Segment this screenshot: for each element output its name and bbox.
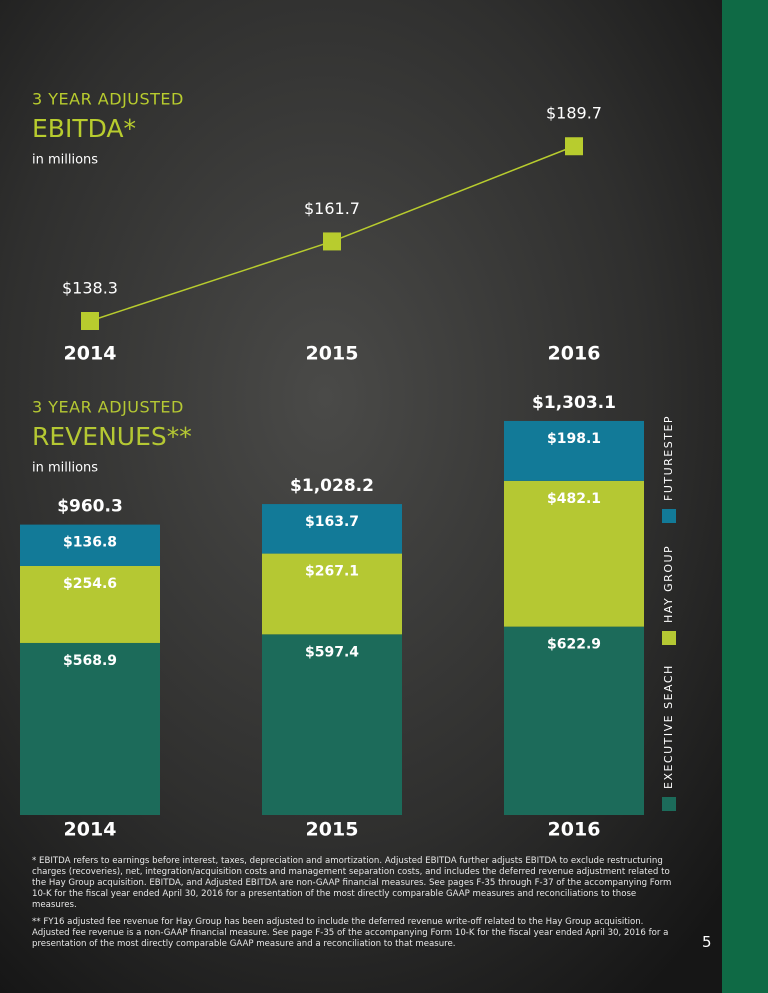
bar-segment: [20, 524, 160, 566]
chart-title: EBITDA*: [32, 114, 136, 143]
x-tick-label: 2016: [548, 343, 601, 365]
footnotes: * EBITDA refers to earnings before inter…: [32, 856, 672, 956]
bar-segment: [262, 634, 402, 815]
chart-title: REVENUES**: [32, 422, 192, 451]
bar-segment: [20, 565, 160, 643]
value-label: $482.1: [547, 491, 601, 507]
value-label: $138.3: [62, 279, 118, 298]
value-label: $568.9: [63, 653, 117, 669]
bar-segment: [504, 420, 644, 481]
value-label: $163.7: [305, 514, 359, 530]
value-label: $136.8: [63, 535, 117, 551]
value-label: $254.6: [63, 576, 117, 592]
legend-label: HAY GROUP: [662, 545, 675, 623]
bar-segment: [504, 626, 644, 815]
value-label: $622.9: [547, 637, 601, 653]
total-label: $1,028.2: [290, 476, 374, 496]
legend-label: FUTURESTEP: [662, 415, 675, 501]
legend-swatch: [662, 797, 676, 811]
value-label: $198.1: [547, 431, 601, 447]
x-tick-label: 2015: [306, 819, 359, 841]
value-label: $189.7: [546, 104, 602, 123]
chart-subtitle: in millions: [32, 461, 98, 476]
x-tick-label: 2016: [548, 819, 601, 841]
total-label: $960.3: [57, 497, 123, 517]
bar-segment: [504, 480, 644, 627]
bar-segment: [262, 553, 402, 635]
chart-subtitle: in millions: [32, 153, 98, 168]
x-tick-label: 2014: [64, 819, 117, 841]
footnote: * EBITDA refers to earnings before inter…: [32, 856, 672, 910]
legend-label: EXECUTIVE SEACH: [662, 664, 675, 789]
x-tick-label: 2015: [306, 343, 359, 365]
chart-supertitle: 3 YEAR ADJUSTED: [32, 90, 184, 109]
marker: [565, 137, 583, 156]
chart-supertitle: 3 YEAR ADJUSTED: [32, 398, 184, 417]
page-number: 5: [702, 933, 712, 951]
bar-segment: [262, 504, 402, 554]
value-label: $161.7: [304, 199, 360, 218]
marker: [81, 312, 99, 330]
value-label: $267.1: [305, 564, 359, 580]
legend-swatch: [662, 631, 676, 645]
side-stripe: [722, 0, 768, 993]
marker: [323, 232, 341, 251]
bar-segment: [20, 642, 160, 815]
value-label: $597.4: [305, 644, 359, 660]
legend-swatch: [662, 509, 676, 523]
footnote: ** FY16 adjusted fee revenue for Hay Gro…: [32, 917, 669, 949]
total-label: $1,303.1: [532, 393, 616, 413]
x-tick-label: 2014: [64, 343, 117, 365]
